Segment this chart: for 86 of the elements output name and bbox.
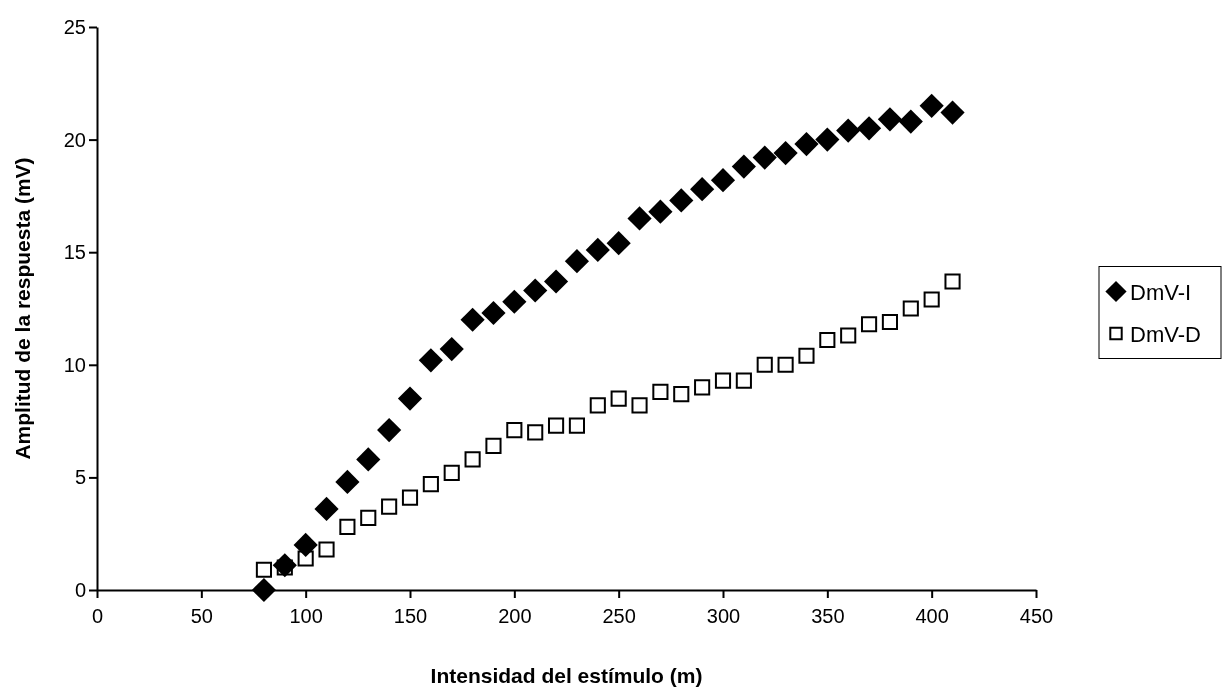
- point: [752, 145, 777, 170]
- point: [798, 347, 815, 364]
- point: [902, 300, 919, 317]
- point: [669, 188, 694, 213]
- x-tick-label: 0: [91, 605, 104, 627]
- point: [731, 154, 756, 179]
- point: [377, 418, 402, 443]
- point: [694, 379, 711, 396]
- y-tick-label: 25: [63, 15, 86, 38]
- y-tick-label: 5: [74, 466, 86, 489]
- point: [485, 437, 502, 454]
- point: [773, 141, 798, 166]
- point: [548, 417, 565, 434]
- x-tick-label: 300: [706, 605, 741, 627]
- point: [422, 476, 439, 493]
- point: [255, 561, 272, 578]
- point: [777, 356, 794, 373]
- point: [318, 541, 335, 558]
- point: [293, 532, 318, 558]
- point: [756, 356, 773, 373]
- point: [627, 206, 652, 231]
- y-tick-label: 10: [63, 353, 86, 376]
- point: [527, 424, 544, 441]
- point: [856, 116, 882, 141]
- point: [481, 300, 506, 326]
- x-tick-label: 200: [498, 605, 532, 627]
- point: [397, 386, 423, 411]
- point: [815, 127, 840, 152]
- point: [840, 327, 857, 344]
- point: [335, 469, 360, 494]
- x-tick-label: 50: [190, 605, 213, 627]
- point: [710, 168, 736, 193]
- point: [923, 291, 940, 308]
- point: [251, 577, 277, 603]
- point: [297, 550, 314, 567]
- point: [881, 313, 898, 331]
- point: [819, 331, 836, 349]
- y-tick-label: 15: [63, 241, 86, 264]
- x-tick-label: 450: [1019, 605, 1054, 627]
- point: [652, 383, 669, 400]
- point: [673, 386, 690, 403]
- x-tick-label: 350: [811, 605, 845, 627]
- y-tick-label: 20: [63, 128, 86, 151]
- point: [464, 451, 481, 468]
- x-axis-title: Intensidad del estímulo (m): [430, 664, 703, 687]
- point: [564, 249, 590, 274]
- point: [360, 509, 377, 527]
- x-tick-label: 400: [915, 605, 949, 627]
- point: [523, 278, 548, 303]
- point: [714, 372, 732, 389]
- point: [502, 289, 527, 314]
- point: [861, 316, 878, 333]
- point: [339, 518, 356, 536]
- point: [543, 269, 569, 294]
- point: [589, 397, 606, 414]
- point: [606, 231, 631, 256]
- point: [877, 107, 903, 132]
- legend-label: DmV-I: [1130, 279, 1192, 305]
- point: [568, 417, 585, 434]
- point: [690, 177, 715, 202]
- y-tick-label: 0: [74, 578, 86, 601]
- point: [919, 93, 944, 118]
- x-tick-label: 150: [393, 605, 428, 627]
- x-tick-label: 100: [289, 605, 323, 627]
- point: [381, 498, 398, 515]
- point: [443, 464, 460, 481]
- point: [314, 496, 339, 522]
- x-tick-label: 250: [602, 605, 636, 627]
- point: [898, 109, 923, 134]
- point: [418, 348, 443, 373]
- point: [439, 336, 464, 362]
- point: [836, 118, 861, 143]
- point: [648, 199, 673, 224]
- point: [460, 307, 485, 332]
- point: [940, 100, 965, 125]
- y-axis-title: Amplitud de la respuesta (mV): [11, 157, 34, 460]
- point: [631, 397, 648, 414]
- legend-label: DmV-D: [1130, 321, 1201, 347]
- point: [356, 447, 381, 472]
- point: [735, 372, 752, 389]
- point: [506, 422, 523, 439]
- point: [610, 390, 627, 407]
- point: [401, 489, 419, 506]
- point: [944, 273, 961, 290]
- point: [585, 237, 610, 263]
- point: [794, 132, 819, 157]
